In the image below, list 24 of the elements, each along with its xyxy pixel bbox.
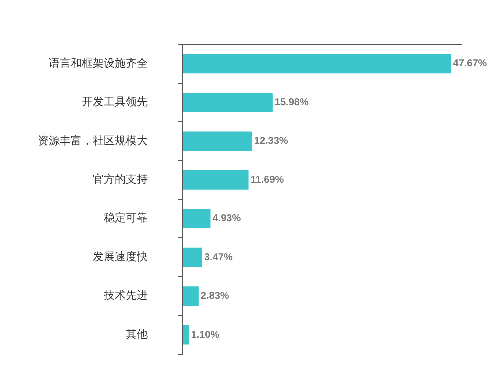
y-tick-label: 开发工具领先 [82,96,148,109]
y-tick-label: 官方的支持 [93,172,148,186]
data-label: 11.69% [250,174,284,186]
bar [183,170,249,190]
bar [183,93,273,112]
bar [183,286,199,306]
bar [183,248,203,268]
bar [183,54,452,74]
data-label: 47.67% [453,58,488,70]
y-tick-label: 语言和框架设施齐全 [49,56,148,70]
data-label: 12.33% [254,136,288,148]
y-tick-label: 发展速度快 [93,250,148,264]
data-label: 1.10% [191,330,220,341]
bar [183,325,190,345]
y-tick-label: 技术先进 [103,289,148,302]
data-label: 3.47% [204,252,233,264]
data-label: 4.93% [212,214,242,225]
y-tick-label: 稳定可靠 [104,212,148,225]
data-label: 15.98% [274,97,309,108]
bar [183,132,252,152]
y-tick-label: 其他 [126,328,148,341]
bar [183,209,211,229]
data-label: 2.83% [200,291,230,302]
y-tick-label: 资源丰富，社区规模大 [38,134,148,148]
